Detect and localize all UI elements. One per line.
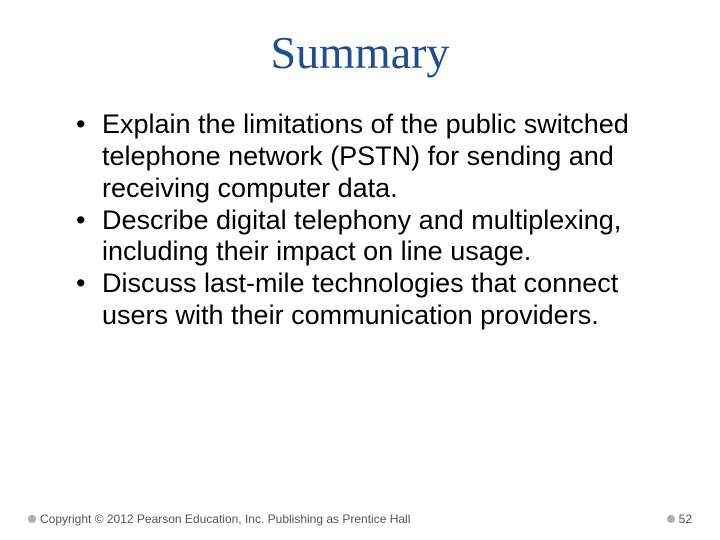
bullet-item: Explain the limitations of the public sw… [74,109,660,205]
bullet-dot-icon [28,515,36,523]
bullet-list: Explain the limitations of the public sw… [60,109,660,332]
bullet-item: Discuss last-mile technologies that conn… [74,268,660,332]
bullet-dot-icon [667,515,675,523]
slide-footer: Copyright © 2012 Pearson Education, Inc.… [28,512,692,526]
footer-left: Copyright © 2012 Pearson Education, Inc.… [28,512,410,526]
footer-right: 52 [667,512,692,526]
page-number: 52 [679,512,692,526]
copyright-text: Copyright © 2012 Pearson Education, Inc.… [40,512,410,526]
slide-container: Summary Explain the limitations of the p… [0,0,720,540]
bullet-item: Describe digital telephony and multiplex… [74,205,660,269]
slide-title: Summary [60,26,660,79]
